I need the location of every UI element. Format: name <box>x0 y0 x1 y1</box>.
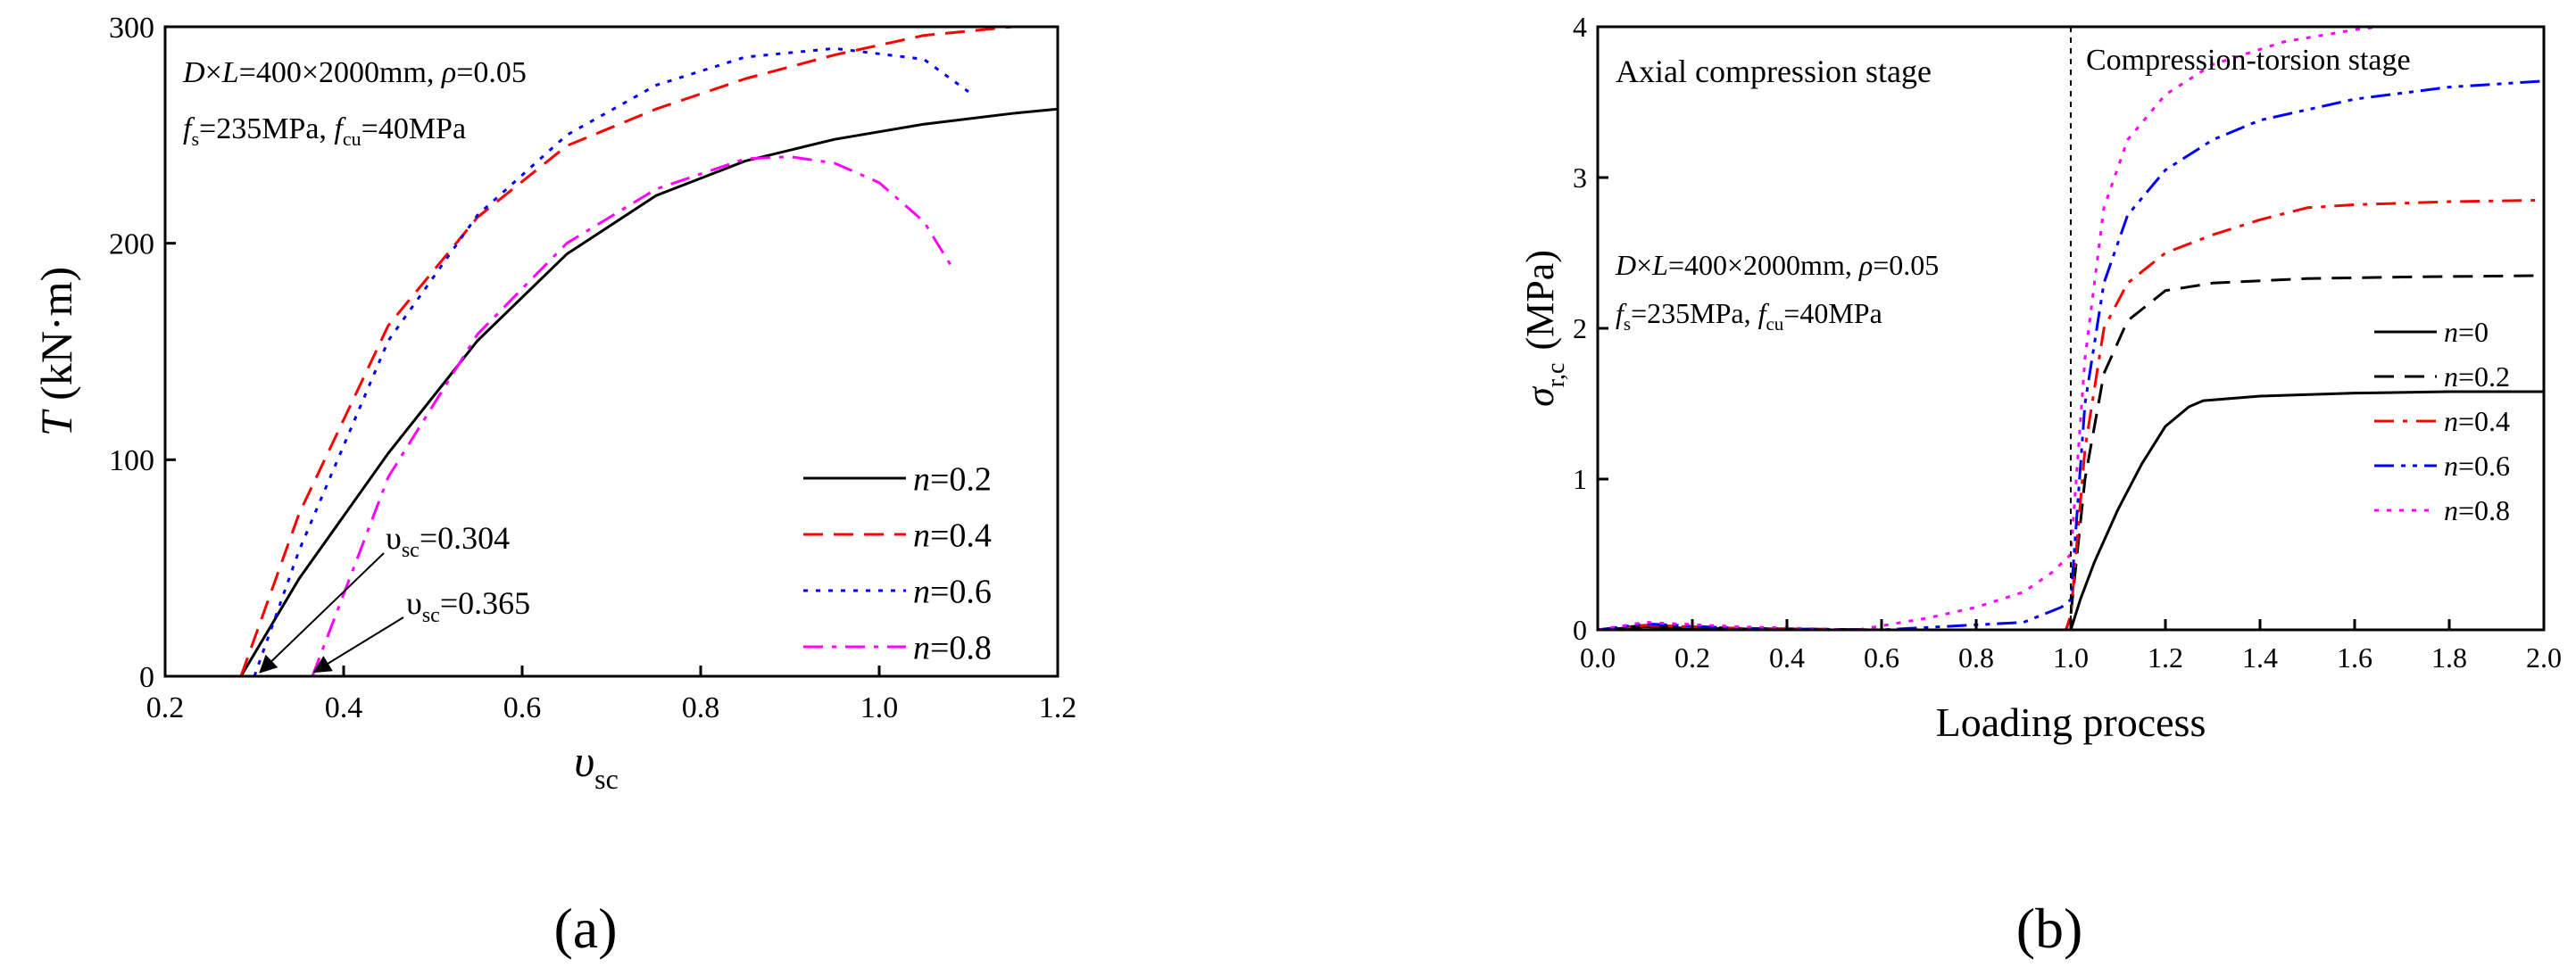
chart-b-legend-label-n-0: n=0 <box>2444 316 2489 348</box>
chart-b-x-tick-label: 0.4 <box>1769 641 1805 674</box>
chart-a-y-tick-label: 200 <box>109 228 154 261</box>
chart-b-x-tick-label: 0.0 <box>1580 641 1616 674</box>
chart-b-x-tick-label: 0.2 <box>1674 641 1710 674</box>
chart-a-x-tick-label: 0.6 <box>503 691 542 724</box>
chart-a-ticks: 0.2 0.4 0.6 0.8 1.0 1.2 0 100 200 300 <box>109 12 1076 724</box>
chart-a-y-axis-title: T (kN·m) <box>31 267 81 436</box>
chart-a-panel-label: (a) <box>553 897 617 960</box>
chart-a-x-axis-title: υsc <box>574 736 619 795</box>
chart-a-legend-label-n-0-8: n=0.8 <box>913 629 992 666</box>
chart-a-series-n-0-6 <box>253 46 969 677</box>
chart-a-legend-label-n-0-2: n=0.2 <box>913 460 992 498</box>
chart-b-x-tick-label: 1.2 <box>2148 641 2183 674</box>
chart-b-x-tick-label: 0.8 <box>1958 641 1994 674</box>
chart-a-x-tick-label: 0.2 <box>146 691 185 724</box>
chart-a-series-n-0-8 <box>311 155 952 677</box>
chart-a-x-tick-label: 1.2 <box>1039 691 1077 724</box>
chart-b-legend-label-n-0-8: n=0.8 <box>2444 494 2510 526</box>
chart-b-y-tick-label: 0 <box>1573 614 1587 646</box>
chart-b-x-tick-label: 1.8 <box>2431 641 2467 674</box>
chart-a-x-tick-label: 0.8 <box>682 691 720 724</box>
chart-b-x-tick-label: 0.6 <box>1864 641 1899 674</box>
chart-b-y-tick-label: 3 <box>1573 161 1587 194</box>
chart-b-stage-left-label: Axial compression stage <box>1616 54 1932 89</box>
chart-b-x-tick-label: 2.0 <box>2526 641 2562 674</box>
chart-b-x-tick-label: 1.4 <box>2242 641 2278 674</box>
chart-b-legend-label-n-0-4: n=0.4 <box>2444 405 2510 437</box>
chart-panel-a: 0.2 0.4 0.6 0.8 1.0 1.2 0 100 200 300 D×L=400×200… <box>31 12 1076 960</box>
chart-a-y-tick-label: 300 <box>109 12 154 45</box>
chart-a-info-line-1: D×L=400×2000mm, ρ=0.05 <box>182 56 527 89</box>
chart-a-info-line-2: fs=235MPa, fcu=40MPa <box>183 112 466 150</box>
chart-a-annotation-arrows <box>259 552 404 674</box>
chart-a-annotation-1: υsc=0.304 <box>386 520 510 562</box>
chart-b-info-line-1: D×L=400×2000mm, ρ=0.05 <box>1615 249 1939 281</box>
chart-a-plot-frame <box>163 25 1059 678</box>
chart-b-ticks: 0.0 0.2 0.4 0.6 0.8 1.0 1.2 1.4 1.6 1.8 2.0 0 1 2 3 4 <box>1573 11 2562 674</box>
chart-a-series-n-0-2 <box>239 107 1059 677</box>
chart-b-y-tick-label: 4 <box>1573 11 1587 43</box>
chart-a-annotation-arrow <box>259 552 385 674</box>
chart-b-stage-right-label: Compression-torsion stage <box>2086 44 2411 77</box>
chart-b-series-n-0-6 <box>1597 79 2545 632</box>
chart-a-curves <box>239 25 1059 677</box>
chart-a-legend: n=0.2 n=0.4 n=0.6 n=0.8 <box>803 460 992 666</box>
chart-b-panel-label: (b) <box>2016 897 2083 960</box>
chart-panel-b: 0.0 0.2 0.4 0.6 0.8 1.0 1.2 1.4 1.6 1.8 2.0 0 1 2 3 4 A… <box>1518 11 2562 960</box>
chart-b-x-axis-title: Loading process <box>1936 699 2206 745</box>
chart-b-y-tick-label: 2 <box>1573 312 1587 344</box>
chart-a-series-n-0-4 <box>239 25 1014 677</box>
chart-b-x-tick-label: 1.6 <box>2337 641 2372 674</box>
chart-a-y-tick-label: 100 <box>109 444 154 477</box>
chart-a-annotation-arrow <box>312 616 404 674</box>
chart-a-x-tick-label: 1.0 <box>860 691 899 724</box>
chart-b-legend: n=0 n=0.2 n=0.4 n=0.6 n=0.8 <box>2374 316 2510 526</box>
chart-a-y-tick-label: 0 <box>139 661 154 694</box>
chart-b-info-line-2: fs=235MPa, fcu=40MPa <box>1616 297 1882 335</box>
chart-b-legend-label-n-0-2: n=0.2 <box>2444 360 2510 393</box>
chart-b-legend-label-n-0-6: n=0.6 <box>2444 450 2510 482</box>
chart-b-y-axis-title: σr,c(MPa) <box>1518 250 1570 407</box>
chart-b-x-tick-label: 1.0 <box>2053 641 2089 674</box>
chart-a-annotation-2: υsc=0.365 <box>406 585 530 627</box>
chart-a-legend-label-n-0-4: n=0.4 <box>913 517 992 554</box>
chart-a-x-tick-label: 0.4 <box>325 691 363 724</box>
chart-a-legend-label-n-0-6: n=0.6 <box>913 573 992 610</box>
chart-b-y-tick-label: 1 <box>1573 463 1587 495</box>
